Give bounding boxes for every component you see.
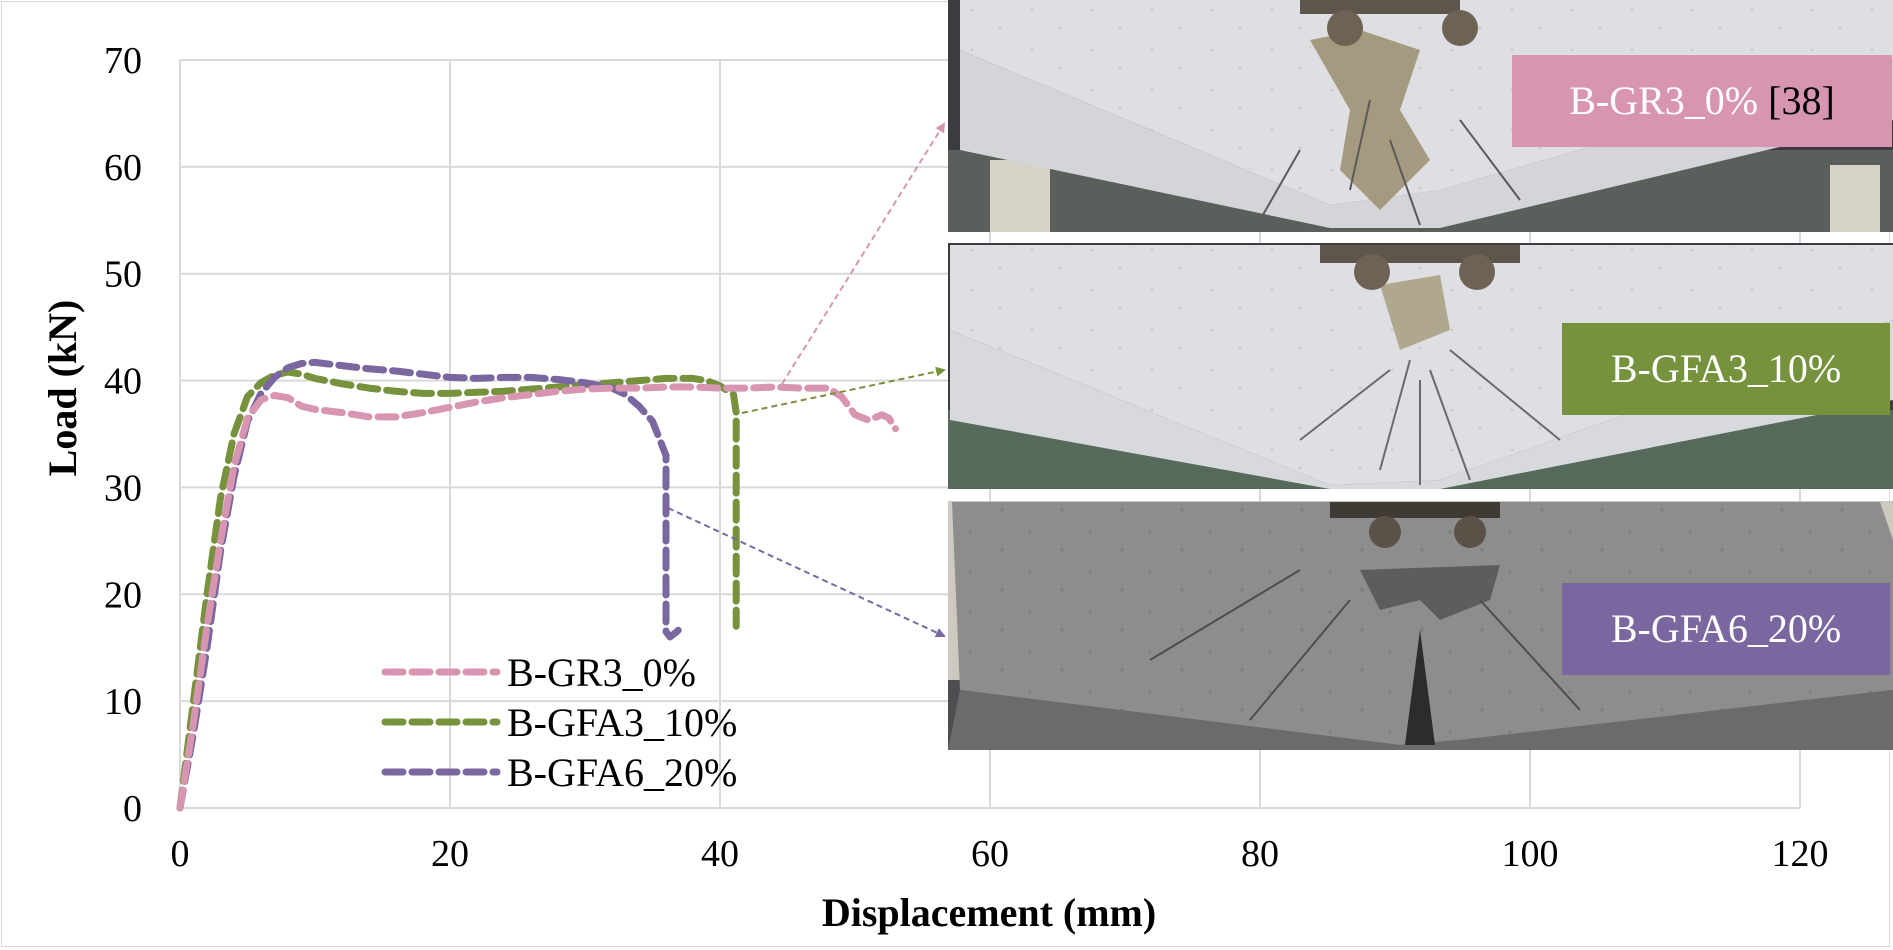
- series-line-0: [176, 383, 899, 812]
- x-tick-label-3: 60: [971, 833, 1009, 875]
- leader-arrow-b-gfa6: [667, 507, 946, 638]
- photo-label-b-gfa3: B-GFA3_10%: [1611, 346, 1841, 391]
- y-axis-title: Load (kN): [40, 300, 85, 477]
- leader-arrow-b-gr3: [781, 122, 946, 385]
- y-tick-label-5: 50: [104, 254, 142, 296]
- x-axis-title: Displacement (mm): [822, 890, 1156, 935]
- x-tick-label-0: 0: [171, 833, 190, 875]
- photo-b-gfa6: B-GFA6_20%: [948, 501, 1893, 750]
- x-tick-label-6: 120: [1772, 833, 1829, 875]
- legend-label-0: B-GR3_0%: [507, 650, 696, 695]
- y-tick-label-0: 0: [123, 788, 142, 830]
- x-tick-label-2: 40: [701, 833, 739, 875]
- specimen-photos: B-GR3_0% [38] B-GFA3_10%: [948, 0, 1893, 750]
- leader-arrows: [667, 122, 946, 638]
- photo-label-b-gr3: B-GR3_0% [38]: [1569, 78, 1835, 123]
- photo-b-gfa3: B-GFA3_10%: [948, 243, 1893, 489]
- series-line-1: [176, 368, 740, 812]
- legend: B-GR3_0% B-GFA3_10% B-GFA6_20%: [381, 650, 737, 795]
- axes: 0 10 20 30 40 50 60 70 0 20 40 60 80 100 120: [104, 40, 1829, 875]
- photo-b-gr3: B-GR3_0% [38]: [948, 0, 1893, 232]
- legend-label-2: B-GFA6_20%: [507, 750, 737, 795]
- photo-label-b-gfa6: B-GFA6_20%: [1611, 606, 1841, 651]
- leader-arrow-b-gfa3: [741, 366, 946, 414]
- y-tick-label-6: 60: [104, 147, 142, 189]
- y-tick-label-4: 40: [104, 361, 142, 403]
- x-tick-label-5: 100: [1502, 833, 1559, 875]
- y-tick-label-7: 70: [104, 40, 142, 82]
- legend-label-1: B-GFA3_10%: [507, 700, 737, 745]
- series-layer: [176, 358, 899, 812]
- x-tick-label-1: 20: [431, 833, 469, 875]
- y-tick-label-3: 30: [104, 467, 142, 509]
- x-tick-label-4: 80: [1241, 833, 1279, 875]
- y-tick-label-1: 10: [104, 681, 142, 723]
- y-tick-label-2: 20: [104, 574, 142, 616]
